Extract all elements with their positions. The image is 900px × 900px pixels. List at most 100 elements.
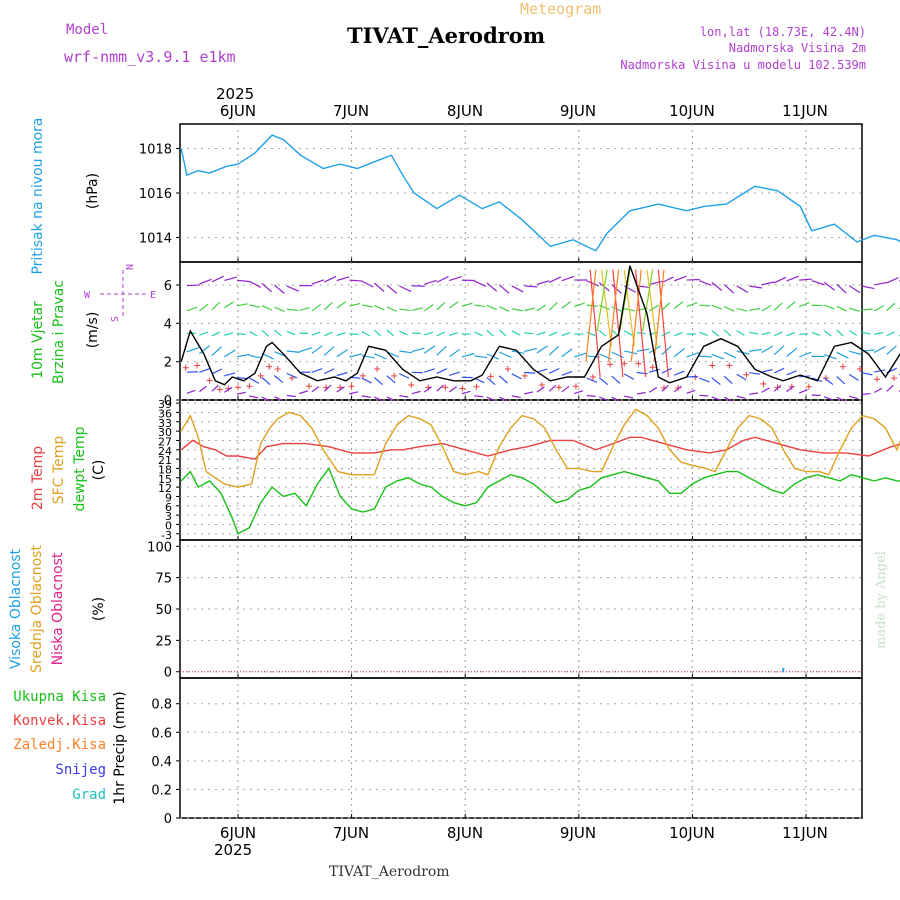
gust-marker (459, 385, 466, 392)
wind-arrow (411, 307, 423, 312)
footer-station: TIVAT_Aerodrom (329, 864, 450, 880)
day-label: 9JUN (560, 824, 596, 842)
wind-arrow (286, 308, 298, 311)
wind-arrow (636, 371, 648, 375)
wind-arrow (886, 384, 894, 392)
wind-arrow (711, 353, 725, 360)
wind-arrow (461, 390, 471, 395)
storm-wind-arrow (646, 269, 658, 347)
wind-arrow (823, 377, 834, 385)
wind-arrow (399, 308, 411, 312)
wind-arrow (361, 377, 372, 384)
gust-marker (504, 365, 511, 372)
wind-arrow (386, 306, 398, 312)
wind-arrow (586, 331, 596, 337)
wind-arrow (548, 384, 557, 392)
wind-arrow (786, 301, 796, 310)
wind-arrow (711, 304, 723, 310)
wind-arrow (399, 285, 412, 293)
wind-arrow (323, 384, 332, 392)
y-tick-label: 0 (164, 666, 172, 681)
wind-arrow (524, 371, 536, 374)
wind-arrow (798, 389, 808, 394)
y-tick-label: 9 (165, 491, 172, 504)
wind-arrow (836, 351, 849, 359)
precip-panel-frame (179, 677, 863, 819)
wind-arrow (711, 330, 720, 337)
wind-arrow (823, 281, 835, 291)
gust-marker (856, 365, 863, 372)
wind-arrow (861, 308, 873, 311)
wind-arrow (536, 331, 546, 336)
gust-marker (649, 364, 656, 371)
wind-arrow (886, 277, 899, 284)
wind-arrow (849, 350, 862, 356)
wind-arrow (611, 375, 621, 384)
wind-arrow (236, 303, 248, 307)
wind-arrow (374, 353, 387, 360)
gust-marker (473, 383, 480, 390)
wind-arrow (524, 332, 534, 335)
coords-text: lon,lat (18.73E, 42.4N) (700, 25, 866, 39)
gust-marker (822, 375, 829, 382)
wind-arrow (723, 396, 733, 402)
gust-marker (257, 372, 264, 379)
wind-arrow (624, 350, 638, 355)
wind-arrow (723, 283, 735, 294)
wind-arrow (273, 375, 284, 383)
gust-marker (442, 384, 449, 391)
wind-arrow (873, 387, 883, 394)
wind-arrow (661, 302, 671, 311)
wind-arrow (823, 396, 833, 401)
wind-arrow (186, 306, 198, 312)
wind-arrow (874, 369, 886, 373)
wind-arrow (786, 275, 799, 282)
wind-arrow (224, 301, 235, 309)
wind-arrow (786, 331, 796, 337)
gust-marker (709, 362, 716, 369)
wind-arrow (449, 332, 459, 337)
wind-arrow (673, 301, 684, 309)
y-tick-label: 100 (147, 540, 172, 555)
wind-arrow (399, 373, 410, 379)
wind-arrow (623, 330, 633, 336)
wind-arrow (836, 375, 846, 385)
y-tick-label: 30 (158, 426, 172, 439)
day-label: 10JUN (669, 102, 715, 120)
wind-arrow (674, 275, 687, 282)
wind-ylabel-unit: (m/s) (85, 312, 101, 349)
wind-arrow (199, 385, 207, 393)
wind-arrow (823, 353, 837, 360)
day-label: 6JUN (220, 824, 256, 842)
y-tick-label: 15 (158, 473, 172, 486)
temp-dewpt-label: dewpt Temp (72, 426, 88, 511)
wind-arrow (249, 280, 262, 289)
wind-arrow (274, 396, 283, 401)
wind-arrow (349, 279, 363, 282)
day-label: 8JUN (447, 102, 483, 120)
wind-arrow (424, 368, 435, 373)
wind-arrow (548, 345, 560, 356)
wind-arrow (436, 384, 444, 392)
wind-arrow (761, 369, 773, 373)
wind-arrow (511, 395, 521, 399)
wind-arrow (723, 351, 737, 359)
wind-arrow (486, 304, 498, 311)
wind-arrow (498, 375, 508, 384)
y-tick-label: -3 (161, 529, 172, 542)
gust-marker (621, 360, 628, 367)
wind-arrow (598, 329, 607, 337)
wind-arrow (536, 280, 550, 286)
wind-arrow (561, 371, 573, 376)
wind-arrow (311, 368, 323, 373)
wind-arrow (874, 281, 888, 286)
watermark: made by Angel (874, 551, 889, 649)
y-tick-label: 36 (158, 407, 172, 420)
wind-arrow (823, 304, 835, 310)
gust-marker (374, 365, 381, 372)
gust-marker (246, 383, 253, 390)
gust-marker (194, 362, 201, 369)
wind-arrow (773, 331, 783, 337)
wind-arrow (199, 303, 209, 312)
wind-arrow (574, 390, 584, 395)
